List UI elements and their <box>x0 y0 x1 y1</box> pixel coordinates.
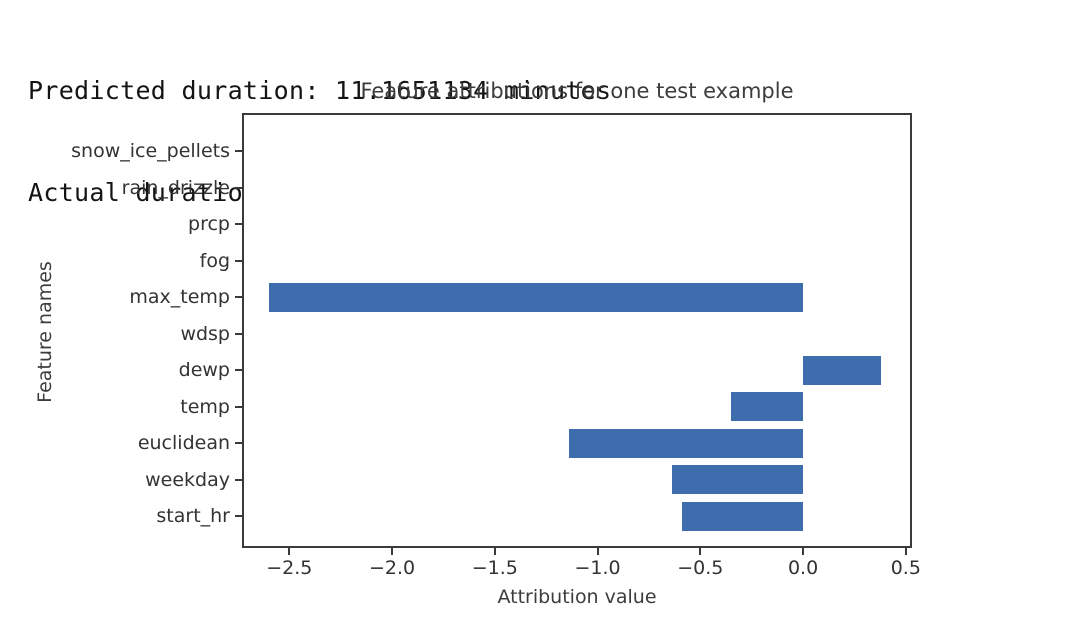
y-tick-label-start_hr: start_hr <box>156 505 230 527</box>
y-tick-mark <box>235 478 242 481</box>
bar-weekday <box>671 465 804 494</box>
y-tick-mark <box>235 150 242 152</box>
x-tick-mark <box>904 548 907 555</box>
y-tick-mark <box>235 296 242 298</box>
y-tick-label-snow_ice_pellets: snow_ice_pellets <box>71 140 230 162</box>
x-tick-mark <box>699 548 702 555</box>
x-tick-label: −1.0 <box>574 557 621 579</box>
y-tick-label-wdsp: wdsp <box>180 322 230 345</box>
plot-area <box>242 113 912 548</box>
x-tick-mark <box>288 548 291 555</box>
x-tick-label: −2.5 <box>266 557 313 579</box>
y-tick-label-fog: fog <box>199 249 230 272</box>
x-tick-label: −0.5 <box>677 557 724 579</box>
y-tick-mark <box>235 515 242 517</box>
chart-title: Feature attributions for one test exampl… <box>360 79 794 103</box>
x-tick-mark <box>596 548 599 555</box>
y-tick-mark <box>235 259 242 262</box>
y-tick-label-temp: temp <box>180 395 230 418</box>
bar-dewp <box>803 355 882 385</box>
y-tick-label-euclidean: euclidean <box>137 432 230 454</box>
x-axis-label: Attribution value <box>497 586 657 608</box>
x-tick-label: −1.5 <box>471 557 518 579</box>
x-tick-mark <box>802 548 805 555</box>
bar-temp <box>731 392 804 421</box>
y-tick-label-weekday: weekday <box>145 468 230 491</box>
bar-max_temp <box>268 282 804 312</box>
x-tick-label: 0.5 <box>890 557 921 579</box>
y-tick-mark <box>235 405 242 408</box>
y-tick-label-prcp: prcp <box>188 213 230 235</box>
y-tick-label-max_temp: max_temp <box>129 286 230 308</box>
y-tick-mark <box>235 442 242 444</box>
x-tick-mark <box>391 548 394 555</box>
y-tick-mark <box>235 369 242 371</box>
x-tick-mark <box>493 548 496 555</box>
bar-start_hr <box>681 501 804 531</box>
bar-euclidean <box>568 428 804 458</box>
y-tick-label-dewp: dewp <box>178 359 230 381</box>
y-tick-mark <box>235 186 242 189</box>
x-tick-label: 0.0 <box>787 557 819 579</box>
y-tick-mark <box>235 223 242 225</box>
y-tick-mark <box>235 332 242 335</box>
predicted-duration-text: Predicted duration: 11.1651134 minutes <box>28 76 612 105</box>
y-tick-label-rain_drizzle: rain_drizzle <box>121 176 230 199</box>
x-tick-label: −2.0 <box>368 557 416 579</box>
